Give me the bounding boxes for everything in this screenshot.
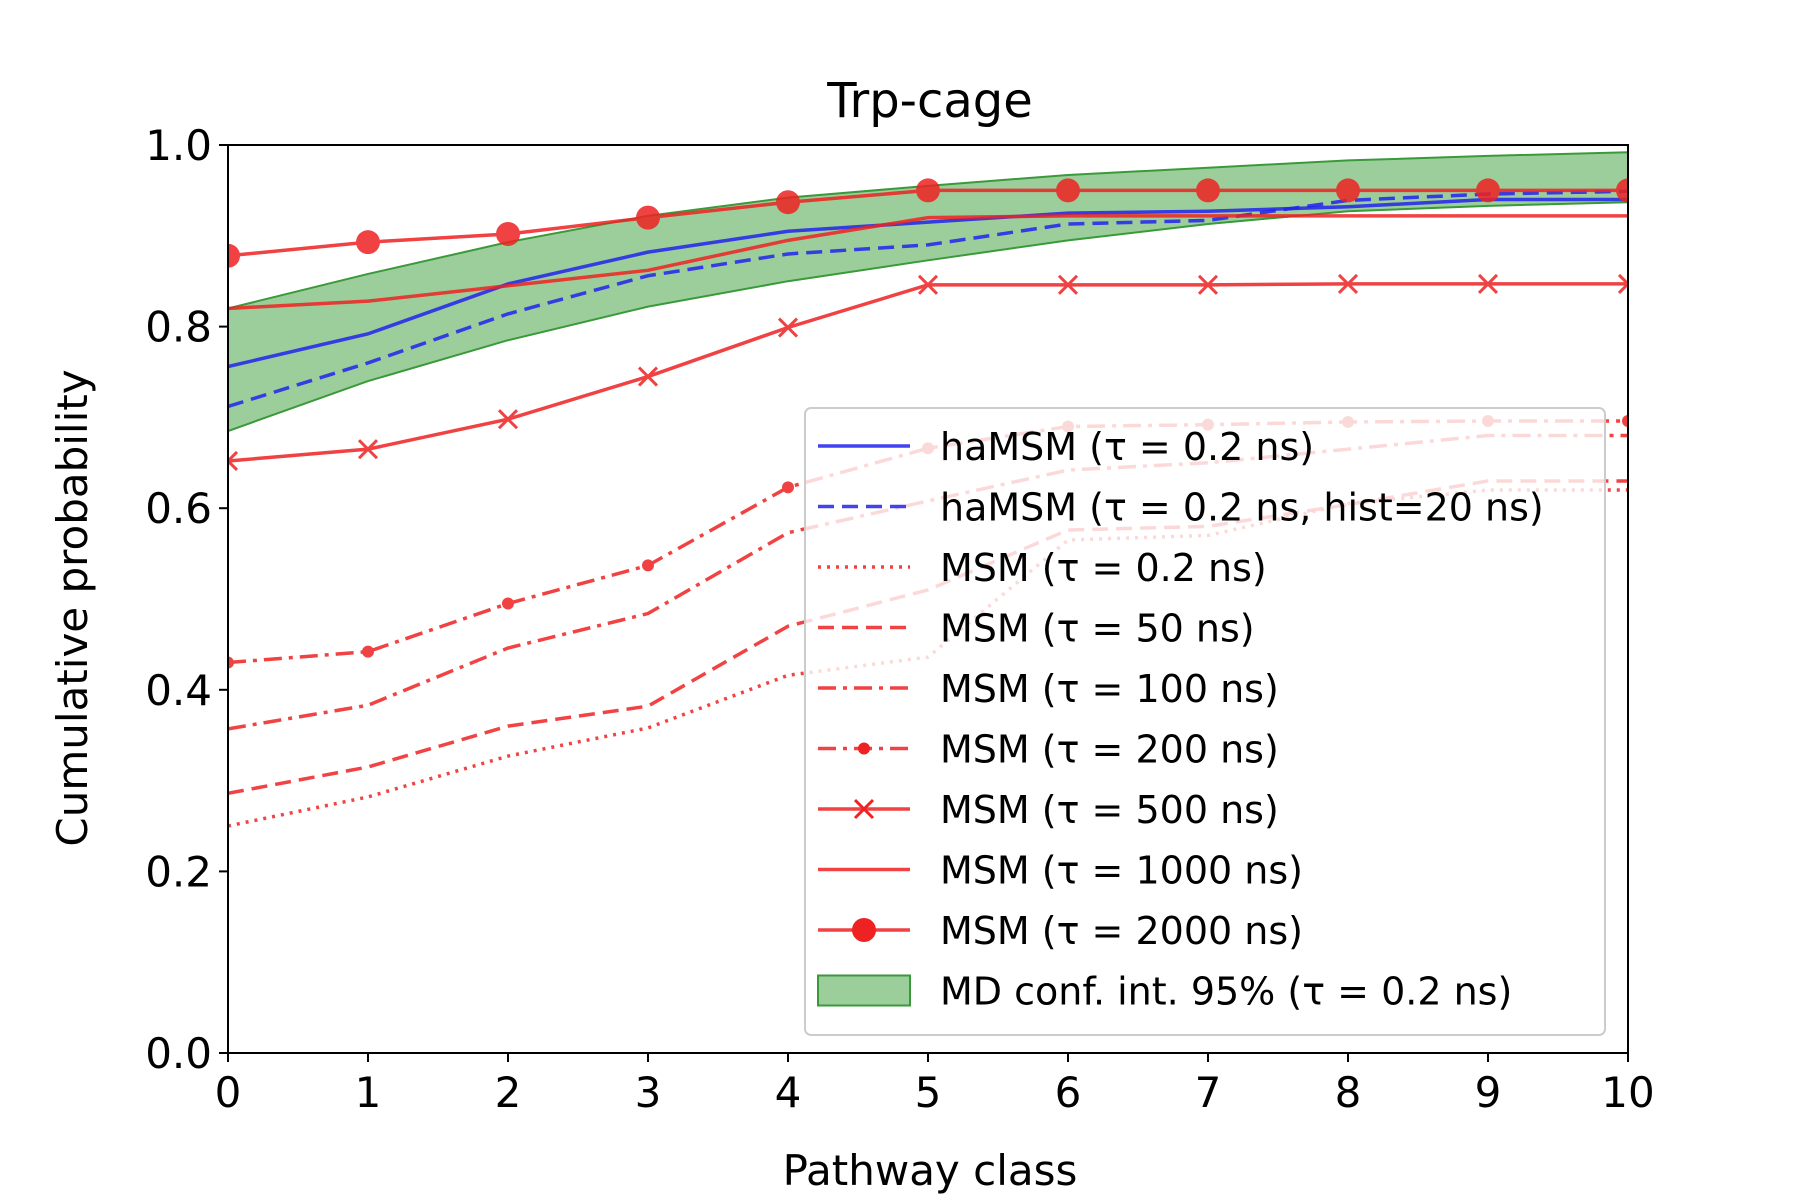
series-6: [228, 273, 1628, 472]
legend-entry: MSM (τ = 0.2 ns): [818, 546, 1267, 590]
data-point: [1617, 273, 1628, 294]
x-tick-label: 1: [355, 1068, 382, 1117]
legend-box: [804, 407, 1606, 1036]
data-point: [497, 409, 519, 430]
legend-entry: MD conf. int. 95% (τ = 0.2 ns): [817, 970, 1512, 1014]
legend: haMSM (τ = 0.2 ns) haMSM (τ = 0.2 ns, his…: [804, 407, 1606, 1036]
y-tick-label: 1.0: [145, 121, 212, 170]
x-axis-label: Pathway class: [783, 1146, 1078, 1195]
legend-label: MD conf. int. 95% (τ = 0.2 ns): [940, 970, 1512, 1014]
legend-marker: [858, 742, 870, 755]
data-point: [228, 450, 239, 472]
legend-entry: MSM (τ = 100 ns): [818, 667, 1279, 711]
data-point: [642, 559, 654, 572]
legend-entry: MSM (τ = 200 ns): [818, 728, 1279, 772]
data-point: [776, 190, 800, 215]
data-point: [782, 481, 794, 494]
legend-label: MSM (τ = 1000 ns): [940, 849, 1303, 893]
legend-label: MSM (τ = 2000 ns): [940, 909, 1303, 953]
x-tick-label: 5: [915, 1068, 942, 1117]
legend-entry: MSM (τ = 50 ns): [818, 607, 1255, 651]
data-point: [1336, 178, 1360, 203]
x-tick-label: 7: [1195, 1068, 1222, 1117]
legend-entry: MSM (τ = 2000 ns): [818, 909, 1303, 953]
legend-entry: MSM (τ = 1000 ns): [818, 849, 1303, 893]
data-point: [1477, 273, 1499, 294]
data-point: [1337, 273, 1359, 294]
series-line: [228, 197, 1628, 369]
legend-entry: MSM (τ = 500 ns): [818, 788, 1279, 832]
data-point: [636, 205, 660, 230]
data-point: [1616, 178, 1628, 203]
data-point: [917, 274, 939, 295]
chart-title: Trp-cage: [826, 73, 1033, 129]
legend-entry: haMSM (τ = 0.2 ns, hist=20 ns): [818, 486, 1544, 530]
y-tick-label: 0.6: [145, 484, 212, 533]
axes: 0 1 2 3 4 5 6 7 8 9 10 0.0 0.2 0.4 0.6 0.8 1.0: [145, 121, 1655, 1117]
series-8: [228, 178, 1628, 268]
data-point: [356, 230, 380, 255]
legend-entry: haMSM (τ = 0.2 ns): [818, 425, 1314, 469]
legend-swatch: [817, 974, 911, 1007]
series-line: [228, 189, 1628, 409]
data-point: [916, 178, 940, 203]
legend-label: haMSM (τ = 0.2 ns, hist=20 ns): [940, 486, 1544, 530]
series-line: [228, 214, 1628, 311]
legend-label: MSM (τ = 50 ns): [940, 607, 1255, 651]
data-point: [1622, 415, 1628, 428]
data-point: [228, 243, 240, 268]
data-point: [637, 366, 659, 387]
legend-label: haMSM (τ = 0.2 ns): [940, 425, 1314, 469]
data-point: [777, 317, 799, 338]
data-point: [357, 439, 379, 460]
x-tick-label: 3: [635, 1068, 662, 1117]
series-0: [228, 197, 1628, 369]
y-axis-label: Cumulative probability: [48, 369, 97, 846]
data-point: [362, 645, 374, 658]
y-tick-label: 0.0: [145, 1029, 212, 1078]
legend-marker: [853, 798, 875, 820]
y-tick-label: 0.4: [145, 666, 212, 715]
data-point: [228, 656, 234, 669]
x-tick-label: 4: [775, 1068, 802, 1117]
data-point: [496, 221, 520, 246]
legend-marker: [852, 918, 876, 942]
data-point: [1197, 274, 1219, 295]
legend-label: MSM (τ = 0.2 ns): [940, 546, 1267, 590]
series-7: [228, 214, 1628, 311]
data-point: [1196, 178, 1220, 203]
x-tick-label: 8: [1335, 1068, 1362, 1117]
x-tick-label: 2: [495, 1068, 522, 1117]
y-tick-label: 0.8: [145, 303, 212, 352]
data-point: [1057, 274, 1079, 295]
legend-label: MSM (τ = 200 ns): [940, 728, 1279, 772]
x-tick-label: 6: [1055, 1068, 1082, 1117]
y-tick-label: 0.2: [145, 847, 212, 896]
series-1: [228, 189, 1628, 409]
x-tick-label: 0: [215, 1068, 242, 1117]
x-tick-label: 10: [1601, 1068, 1654, 1117]
legend-label: MSM (τ = 500 ns): [940, 788, 1279, 832]
data-point: [502, 597, 514, 610]
data-point: [1056, 178, 1080, 203]
legend-label: MSM (τ = 100 ns): [940, 667, 1279, 711]
x-tick-label: 9: [1475, 1068, 1502, 1117]
data-point: [1476, 178, 1500, 203]
